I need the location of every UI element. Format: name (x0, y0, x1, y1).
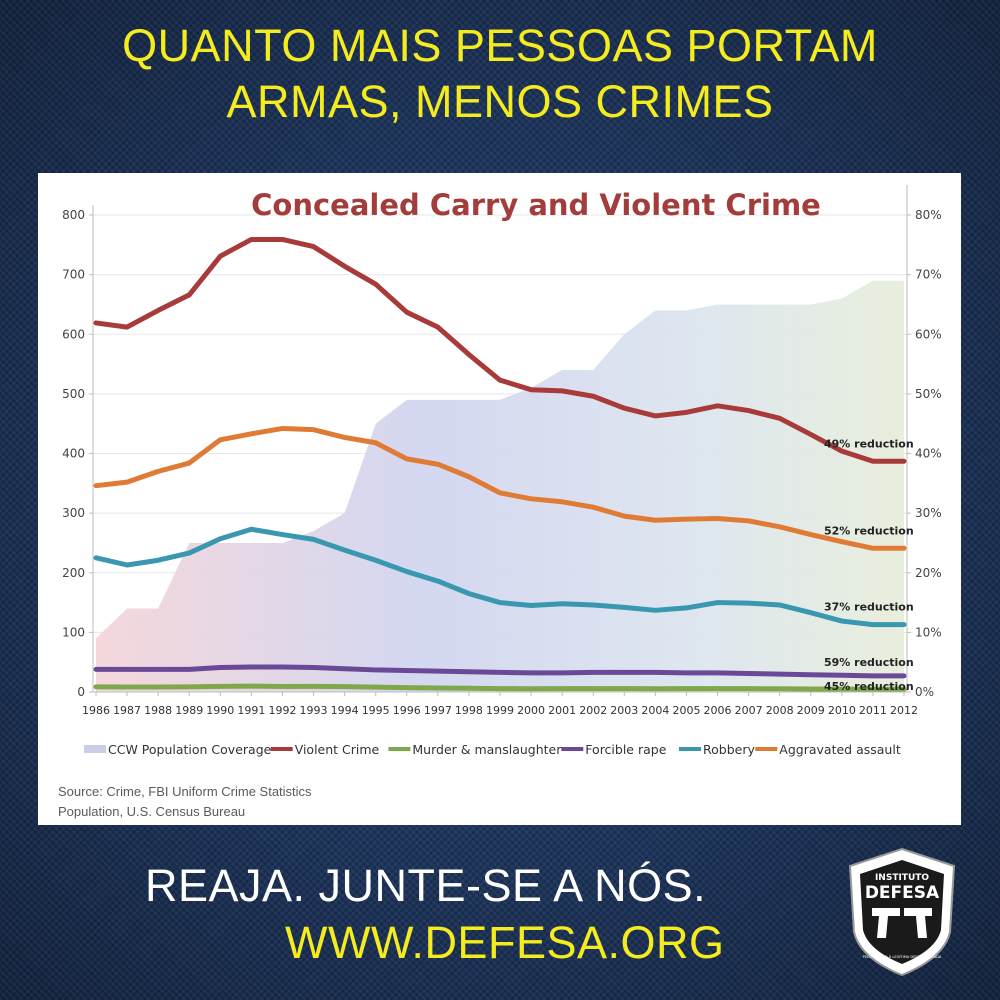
y-left-tick-label: 0 (77, 685, 85, 699)
series-line-forcible-rape (93, 664, 907, 679)
y-right-tick-label: 0% (915, 685, 934, 699)
series-line-aggravated-assault (93, 425, 907, 551)
cta-website-link[interactable]: WWW.DEFESA.ORG (285, 917, 725, 968)
x-tick-label: 1995 (362, 704, 390, 717)
x-tick-label: 2008 (766, 704, 794, 717)
y-right-tick-label: 50% (915, 387, 942, 401)
y-right-tick-label: 80% (915, 208, 942, 222)
series-annotation: 37% reduction (824, 601, 914, 614)
cta-line-1: REAJA. JUNTE-SE A NÓS. (145, 860, 707, 911)
legend-label-forcible-rape: Forcible rape (585, 742, 666, 757)
x-tick-label: 1988 (144, 704, 172, 717)
x-tick-label: 1991 (237, 704, 265, 717)
x-tick-label: 1992 (268, 704, 296, 717)
source-line-1: Source: Crime, FBI Uniform Crime Statist… (58, 784, 312, 799)
ccw-coverage-area (96, 280, 904, 692)
x-tick-label: 2000 (517, 704, 545, 717)
logo-name-text: DEFESA (865, 883, 940, 903)
x-tick-label: 2001 (548, 704, 576, 717)
x-tick-label: 1997 (424, 704, 452, 717)
headline-line-1: QUANTO MAIS PESSOAS PORTAM (122, 20, 878, 71)
x-tick-label: 1994 (331, 704, 359, 717)
y-left-tick-label: 200 (62, 566, 85, 580)
x-tick-label: 1987 (113, 704, 141, 717)
source-line-2: Population, U.S. Census Bureau (58, 804, 246, 819)
y-left-tick-label: 500 (62, 387, 85, 401)
x-tick-label: 1993 (300, 704, 328, 717)
y-left-tick-label: 400 (62, 447, 85, 461)
x-tick-label: 2012 (890, 704, 918, 717)
x-tick-label: 2007 (735, 704, 763, 717)
x-tick-label: 2003 (610, 704, 638, 717)
logo-pistols-icon (872, 908, 932, 938)
chart-panel: 0 100 200 300 400 500 600 700 800 0% 10% 20% 30% 40% 5… (38, 173, 961, 825)
headline-line-2: ARMAS, MENOS CRIMES (226, 76, 774, 127)
y-right-tick-label: 30% (915, 506, 942, 520)
y-right-tick-label: 40% (915, 447, 942, 461)
series-annotation: 45% reduction (824, 680, 914, 693)
y-left-tick-label: 700 (62, 268, 85, 282)
x-tick-label: 2011 (859, 704, 887, 717)
legend-label-aggravated-assault: Aggravated assault (779, 742, 901, 757)
x-tick-label: 2002 (579, 704, 607, 717)
x-tick-label: 1990 (206, 704, 234, 717)
legend-swatch-ccw-population-coverage (84, 745, 106, 753)
series-line-violent-crime (93, 236, 907, 464)
series-annotation: 52% reduction (824, 524, 914, 537)
instituto-defesa-logo: INSTITUTO DEFESA PELO DIREITO À LEGÍTIMA… (848, 847, 956, 977)
y-right-tick-label: 60% (915, 327, 942, 341)
x-tick-label: 2004 (641, 704, 669, 717)
series-line-robbery (93, 526, 907, 628)
chart-title: Concealed Carry and Violent Crime (251, 188, 821, 222)
x-tick-label: 1986 (82, 704, 110, 717)
y-left-tick-label: 300 (62, 506, 85, 520)
x-tick-label: 1989 (175, 704, 203, 717)
legend-label-robbery: Robbery (703, 742, 755, 757)
y-left-tick-label: 100 (62, 625, 85, 639)
y-right-tick-label: 20% (915, 566, 942, 580)
x-tick-label: 2006 (704, 704, 732, 717)
series-annotation: 59% reduction (824, 656, 914, 669)
x-tick-label: 2009 (797, 704, 825, 717)
x-tick-label: 1999 (486, 704, 514, 717)
y-right-tick-label: 70% (915, 268, 942, 282)
y-left-tick-label: 800 (62, 208, 85, 222)
legend-label-murder-manslaughter: Murder & manslaughter (412, 742, 562, 757)
logo-ring-text: PELO DIREITO À LEGÍTIMA DEFESA ARMADA (863, 954, 942, 959)
x-tick-label: 2010 (828, 704, 856, 717)
y-right-tick-label: 10% (915, 625, 942, 639)
x-tick-label: 1996 (393, 704, 421, 717)
legend-label-violent-crime: Violent Crime (295, 742, 380, 757)
series-annotation: 49% reduction (824, 437, 914, 450)
chart-svg: 0 100 200 300 400 500 600 700 800 0% 10% 20% 30% 40% 5… (62, 185, 942, 757)
x-tick-label: 1998 (455, 704, 483, 717)
y-left-tick-label: 600 (62, 327, 85, 341)
x-tick-label: 2005 (672, 704, 700, 717)
series-line-murder-manslaughter (93, 683, 907, 692)
legend-label-ccw-population-coverage: CCW Population Coverage (108, 742, 272, 757)
logo-top-text: INSTITUTO (875, 873, 929, 883)
